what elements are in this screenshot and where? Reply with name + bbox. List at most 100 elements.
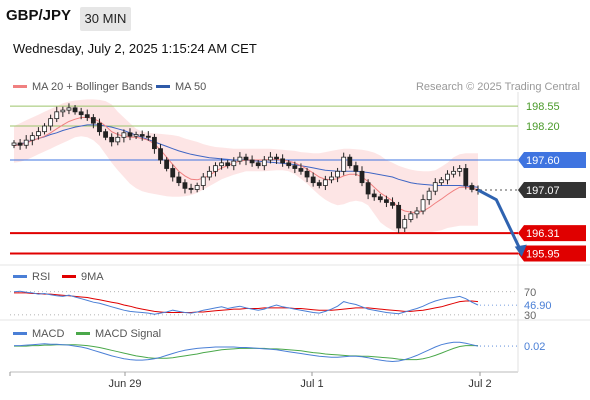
macd-swatch <box>13 331 27 335</box>
candle-body <box>72 107 78 113</box>
rsi-ma9-line <box>14 292 479 313</box>
candle-body <box>54 111 60 120</box>
candle-body <box>145 135 151 138</box>
candle-body <box>213 165 218 172</box>
legend-macd-signal: MACD Signal <box>76 328 161 340</box>
candle-body <box>200 176 206 186</box>
candle-body <box>347 156 353 167</box>
candle-body <box>11 142 17 146</box>
candle-body <box>304 170 310 178</box>
candle-body <box>127 132 133 137</box>
candle-body <box>237 156 243 162</box>
level-label-198-20: 198.20 <box>526 121 560 133</box>
rsi-level-label-30: 30 <box>524 310 536 322</box>
candle-body <box>469 185 475 190</box>
candle-body <box>365 182 371 195</box>
legend-rsi-ma: 9MA <box>62 271 104 283</box>
timeframe-button[interactable]: 30 MIN <box>80 7 131 31</box>
candle-body <box>396 204 402 229</box>
candle-body <box>451 170 456 175</box>
legend-macd-signal-label: MACD Signal <box>95 328 162 340</box>
candle-body <box>219 162 224 167</box>
rsi-line <box>13 290 479 315</box>
legend-macd: MACD <box>13 328 64 340</box>
candle-body <box>463 168 469 186</box>
candle-body <box>158 148 163 161</box>
candle-body <box>139 134 145 137</box>
candle-body <box>97 122 102 133</box>
candle-body <box>292 165 298 169</box>
rsi-current-label: 46.90 <box>524 300 552 312</box>
candle-body <box>286 162 292 167</box>
candle-body <box>90 117 96 124</box>
candle-body <box>249 159 255 164</box>
candle-body <box>420 199 426 212</box>
candle-body <box>255 162 261 167</box>
macd-signal-line <box>14 344 478 361</box>
legend-rsi-ma-label: 9MA <box>81 271 104 283</box>
candle-body <box>384 199 389 203</box>
candle-body <box>36 131 41 137</box>
candle-body <box>445 173 450 181</box>
candle-body <box>121 132 127 138</box>
level-label-197-07: 197.07 <box>526 185 560 197</box>
candle-body <box>322 179 328 186</box>
level-label-197-60: 197.60 <box>526 155 560 167</box>
x-tick-label: Jun 29 <box>108 378 141 390</box>
candle-body <box>78 111 84 116</box>
candle-body <box>426 190 432 201</box>
symbol-title: GBP/JPY <box>6 7 72 24</box>
candle-body <box>280 158 286 164</box>
research-credit: Research © 2025 Trading Central <box>415 81 580 93</box>
candle-body <box>353 165 359 172</box>
candle-body <box>225 162 231 167</box>
candle-body <box>329 176 334 181</box>
legend-ma50-label: MA 50 <box>175 81 207 93</box>
x-tick-label: Jul 2 <box>468 378 491 390</box>
macd-current-label: 0.02 <box>524 341 545 353</box>
candle-body <box>268 156 273 161</box>
candle-body <box>188 187 194 190</box>
level-tag-197-60 <box>518 152 586 168</box>
forecast-arrow <box>477 188 523 252</box>
candle-body <box>194 185 200 190</box>
candle-body <box>42 125 47 133</box>
candle-body <box>335 170 340 178</box>
candle-body <box>23 139 29 146</box>
candle-body <box>408 213 414 220</box>
candle-body <box>48 118 54 127</box>
candle-body <box>390 202 395 206</box>
candle-body <box>231 160 237 167</box>
chart-datetime: Wednesday, July 2, 2025 1:15:24 AM CET <box>13 41 257 56</box>
level-label-198-55: 198.55 <box>526 101 560 113</box>
ma20-swatch <box>13 84 27 88</box>
candle-body <box>377 196 383 201</box>
macd-signal-swatch <box>76 331 90 335</box>
candle-body <box>414 210 420 215</box>
candle-body <box>109 136 115 143</box>
candle-body <box>438 179 444 184</box>
candle-body <box>341 156 347 172</box>
legend-rsi-label: RSI <box>32 271 51 283</box>
candle-body <box>29 135 35 141</box>
candle-body <box>66 107 72 111</box>
forecast-arrowhead <box>514 244 527 257</box>
candle-body <box>115 136 121 143</box>
candle-body <box>17 142 23 146</box>
candle-body <box>176 176 182 184</box>
candle-body <box>261 159 267 167</box>
rsi-swatch <box>13 274 27 278</box>
candle-body <box>84 114 90 118</box>
candle-body <box>170 168 176 178</box>
legend-rsi: RSI <box>13 271 50 283</box>
rsi-ma-swatch <box>62 274 76 278</box>
candle-body <box>206 170 212 178</box>
rsi-level-label-70: 70 <box>524 287 536 299</box>
level-tag-197-07 <box>518 182 586 199</box>
bollinger-band <box>14 99 478 234</box>
candle-body <box>402 219 408 229</box>
candle-body <box>432 182 438 192</box>
candle-body <box>298 168 304 172</box>
legend-ma20-label: MA 20 + Bollinger Bands <box>32 81 153 93</box>
